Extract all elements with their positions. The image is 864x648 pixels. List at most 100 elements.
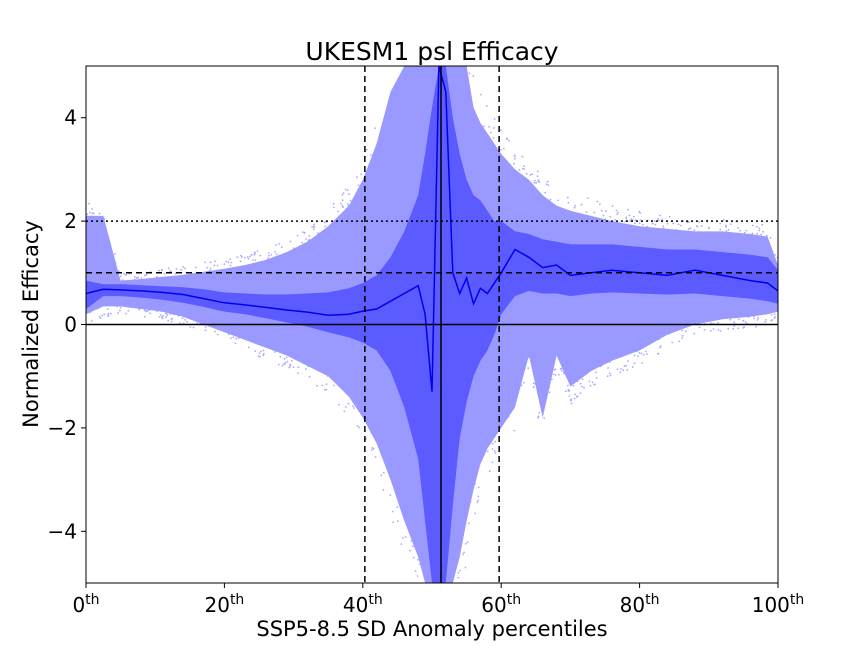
scatter-point	[263, 352, 265, 355]
scatter-point	[392, 521, 395, 523]
scatter-point	[769, 237, 772, 239]
scatter-point	[267, 252, 270, 254]
scatter-point	[527, 367, 530, 369]
scatter-point	[630, 218, 633, 221]
scatter-point	[684, 330, 687, 333]
scatter-point	[232, 336, 235, 338]
y-tick-label: −4	[48, 519, 77, 543]
scatter-point	[241, 256, 243, 258]
scatter-point	[500, 129, 502, 132]
scatter-point	[551, 378, 553, 381]
scatter-point	[253, 253, 256, 256]
scatter-point	[125, 312, 127, 315]
scatter-point	[159, 314, 162, 316]
scatter-point	[620, 368, 622, 370]
scatter-point	[536, 175, 539, 178]
scatter-point	[206, 266, 209, 269]
scatter-point	[161, 268, 163, 271]
scatter-point	[457, 576, 460, 579]
scatter-point	[448, 601, 450, 603]
scatter-point	[448, 23, 450, 25]
scatter-point	[616, 213, 619, 216]
scatter-point	[574, 393, 576, 396]
scatter-point	[98, 212, 101, 215]
scatter-point	[573, 206, 576, 209]
scatter-point	[521, 155, 524, 158]
scatter-point	[762, 230, 764, 233]
scatter-point	[593, 211, 596, 214]
scatter-point	[325, 388, 328, 391]
scatter-point	[513, 155, 516, 158]
scatter-point	[764, 320, 767, 323]
scatter-point	[502, 147, 505, 150]
scatter-point	[169, 270, 172, 273]
scatter-point	[564, 390, 567, 393]
scatter-point	[358, 426, 360, 429]
scatter-point	[493, 450, 496, 452]
scatter-point	[513, 162, 515, 165]
scatter-point	[344, 188, 347, 191]
scatter-point	[605, 210, 607, 213]
scatter-point	[374, 456, 377, 458]
scatter-point	[324, 225, 327, 228]
scatter-point	[466, 541, 469, 543]
scatter-point	[214, 260, 216, 263]
scatter-point	[290, 359, 293, 362]
scatter-point	[247, 346, 250, 349]
scatter-point	[514, 157, 516, 160]
scatter-point	[341, 204, 344, 207]
scatter-point	[90, 320, 93, 322]
scatter-point	[158, 316, 161, 318]
scatter-point	[404, 536, 407, 538]
scatter-point	[340, 202, 342, 205]
scatter-point	[737, 327, 740, 330]
scatter-point	[765, 234, 768, 237]
scatter-point	[583, 386, 585, 389]
scatter-point	[274, 351, 276, 353]
scatter-point	[700, 225, 703, 227]
scatter-point	[268, 254, 270, 257]
scatter-point	[755, 325, 757, 328]
scatter-point	[552, 373, 555, 376]
scatter-point	[420, 33, 422, 35]
y-tick-label: −2	[48, 416, 77, 440]
scatter-point	[727, 228, 730, 231]
scatter-point	[347, 402, 350, 405]
scatter-point	[581, 378, 584, 381]
scatter-point	[628, 214, 631, 217]
scatter-point	[477, 495, 480, 498]
scatter-point	[658, 219, 660, 222]
scatter-point	[545, 183, 548, 186]
scatter-point	[370, 449, 373, 451]
scatter-point	[333, 384, 335, 387]
scatter-point	[357, 184, 360, 187]
scatter-point	[491, 448, 494, 450]
scatter-point	[464, 542, 467, 545]
scatter-point	[284, 361, 287, 364]
scatter-point	[602, 214, 605, 217]
scatter-point	[537, 416, 539, 419]
scatter-point	[125, 273, 128, 276]
scatter-point	[727, 327, 730, 330]
scatter-point	[409, 549, 411, 552]
scatter-point	[523, 381, 525, 384]
scatter-point	[464, 566, 467, 569]
scatter-point	[538, 411, 541, 414]
scatter-point	[284, 363, 286, 365]
scatter-point	[492, 137, 495, 139]
scatter-point	[305, 238, 307, 240]
scatter-point	[289, 364, 292, 367]
scatter-point	[283, 358, 286, 360]
scatter-point	[194, 266, 197, 269]
scatter-point	[313, 223, 316, 226]
scatter-point	[708, 226, 710, 229]
scatter-point	[370, 154, 372, 157]
scatter-point	[472, 75, 475, 77]
scatter-point	[575, 395, 578, 398]
scatter-point	[719, 222, 722, 225]
scatter-point	[631, 366, 634, 368]
scatter-point	[444, 601, 446, 603]
scatter-point	[372, 447, 375, 450]
scatter-point	[703, 329, 706, 331]
scatter-point	[625, 217, 627, 219]
